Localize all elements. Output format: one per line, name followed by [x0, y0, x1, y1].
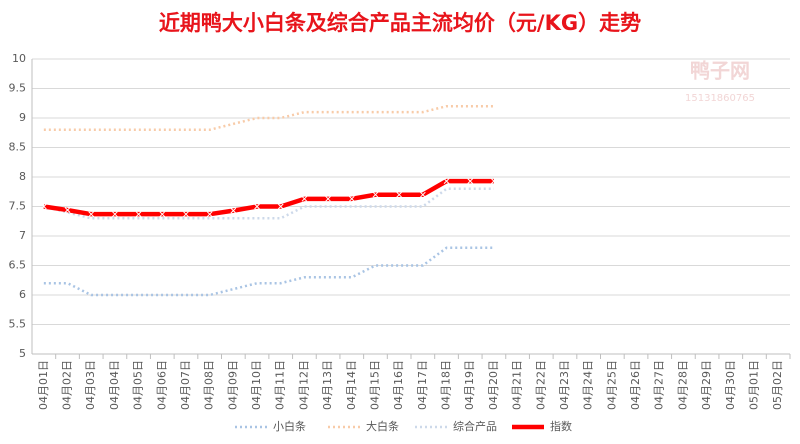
x-tick-label: 05月01日: [747, 360, 760, 410]
x-tick-label: 04月19日: [463, 360, 476, 410]
y-tick-label: 6.5: [9, 259, 27, 272]
x-tick-label: 04月18日: [440, 360, 453, 410]
x-tick-label: 04月22日: [534, 360, 547, 410]
x-tick-label: 04月25日: [605, 360, 618, 410]
y-tick-label: 10: [12, 52, 26, 65]
x-tick-label: 04月17日: [416, 360, 429, 410]
y-tick-label: 5.5: [9, 318, 27, 331]
x-tick-label: 04月14日: [345, 360, 358, 410]
x-tick-label: 04月05日: [132, 360, 145, 410]
x-tick-label: 04月02日: [61, 360, 74, 410]
x-tick-label: 04月27日: [653, 360, 666, 410]
x-tick-label: 04月13日: [321, 360, 334, 410]
point-marker: [277, 203, 284, 210]
x-tick-label: 04月26日: [629, 360, 642, 410]
x-tick-label: 04月16日: [392, 360, 405, 410]
point-marker: [64, 207, 71, 213]
series-line: [43, 104, 494, 132]
x-tick-label: 04月21日: [511, 360, 524, 410]
y-tick-label: 7.5: [9, 200, 27, 213]
point-marker: [159, 211, 166, 218]
x-tick-label: 04月01日: [37, 360, 50, 410]
series-line: [43, 178, 494, 217]
x-tick-label: 04月20日: [487, 360, 500, 410]
x-tick-label: 04月07日: [179, 360, 192, 410]
x-tick-label: 04月24日: [582, 360, 595, 410]
point-marker: [112, 211, 118, 218]
point-marker: [348, 195, 355, 202]
point-marker: [88, 211, 95, 218]
legend-label: 指数: [550, 419, 572, 433]
y-tick-label: 9.5: [9, 82, 27, 95]
point-marker: [206, 211, 213, 218]
point-marker: [372, 191, 379, 198]
x-tick-label: 04月10日: [250, 360, 263, 410]
point-marker: [40, 203, 47, 210]
chart-title: 近期鸭大小白条及综合产品主流均价（元/KG）走势: [159, 11, 641, 35]
y-tick-label: 9: [19, 111, 26, 124]
x-tick-label: 04月29日: [700, 360, 713, 410]
legend-label: 大白条: [366, 419, 399, 433]
point-marker: [467, 178, 474, 184]
x-tick-label: 04月08日: [203, 360, 216, 410]
x-tick-label: 04月06日: [155, 360, 168, 410]
x-tick-label: 04月28日: [676, 360, 689, 410]
x-tick-label: 04月09日: [226, 360, 239, 410]
point-marker: [443, 178, 450, 184]
x-tick-label: 05月02日: [771, 360, 784, 410]
point-marker: [254, 203, 260, 210]
point-marker: [491, 178, 497, 184]
y-tick-label: 5: [19, 347, 26, 360]
point-marker: [135, 211, 142, 218]
x-tick-label: 04月30日: [724, 360, 737, 410]
x-tick-label: 04月04日: [108, 360, 121, 410]
point-marker: [183, 211, 189, 218]
watermark: 15131860765: [685, 93, 755, 104]
x-tick-label: 04月15日: [368, 360, 381, 410]
legend-label: 综合产品: [453, 419, 497, 433]
y-tick-label: 6: [19, 288, 26, 301]
watermark: 鸭子网: [690, 59, 750, 83]
y-tick-label: 8: [19, 170, 26, 183]
point-marker: [301, 195, 308, 202]
point-marker: [396, 191, 403, 198]
point-marker: [230, 207, 237, 214]
x-tick-label: 04月23日: [558, 360, 571, 410]
x-tick-label: 04月03日: [84, 360, 97, 410]
y-tick-label: 7: [19, 229, 26, 242]
x-tick-label: 04月11日: [274, 360, 287, 410]
series-line: [43, 187, 494, 220]
series-line: [43, 246, 494, 297]
x-tick-label: 04月12日: [297, 360, 310, 410]
point-marker: [325, 195, 331, 202]
y-tick-label: 8.5: [9, 141, 27, 154]
legend-label: 小白条: [273, 419, 306, 433]
point-marker: [419, 191, 426, 198]
